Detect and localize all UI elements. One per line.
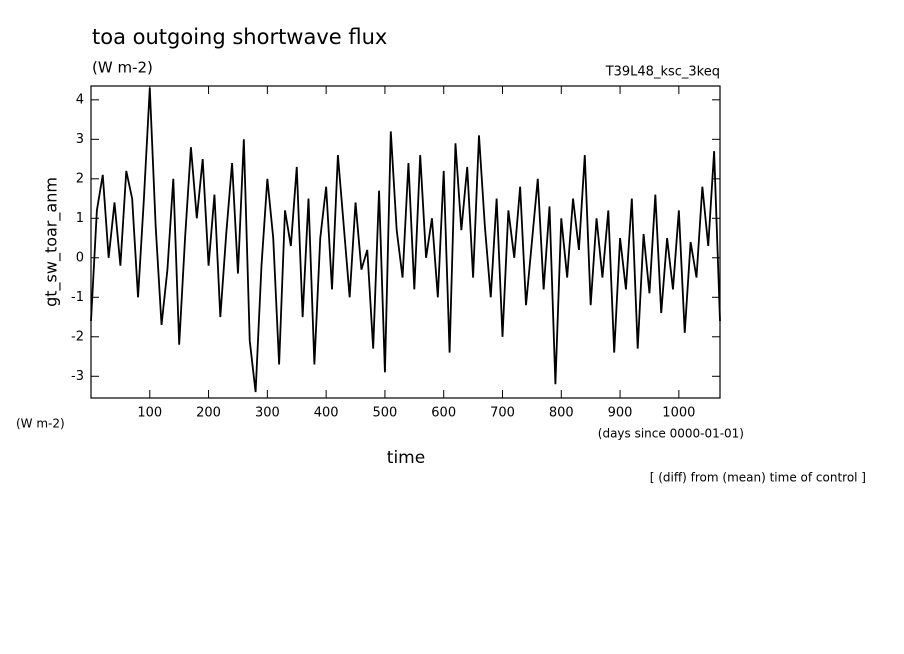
x-tick-label: 800	[549, 406, 574, 421]
x-tick-label: 100	[137, 406, 162, 421]
data-line	[90, 87, 721, 393]
x-tick-label: 300	[255, 406, 280, 421]
x-tick-label: 600	[431, 406, 456, 421]
x-tick-label: 700	[490, 406, 515, 421]
y-axis-label: gt_sw_toar_anm	[42, 177, 62, 307]
subtitle: (W m-2)	[92, 59, 153, 77]
x-tick-label: 1000	[662, 406, 695, 421]
y-tick-label: 4	[76, 92, 84, 107]
plot-frame	[90, 85, 721, 399]
y-tick-label: 3	[76, 132, 84, 147]
x-tick-label: 900	[608, 406, 633, 421]
y-tick-label: 1	[76, 211, 84, 226]
y-tick-label: -1	[71, 290, 84, 305]
run-label: T39L48_ksc_3keq	[605, 65, 720, 80]
chart-title: toa outgoing shortwave flux	[92, 25, 387, 49]
x-tick-label: 200	[196, 406, 221, 421]
y-tick-label: -3	[71, 369, 84, 384]
x-axis-label: time	[387, 448, 425, 468]
x-tick-label: 400	[314, 406, 339, 421]
x-units: (days since 0000-01-01)	[598, 427, 744, 441]
y-tick-label: 2	[76, 171, 84, 186]
y-units: (W m-2)	[16, 417, 65, 431]
x-tick-label: 500	[373, 406, 398, 421]
y-tick-label: -2	[71, 329, 84, 344]
y-tick-label: 0	[76, 250, 84, 265]
note: [ (diff) from (mean) time of control ]	[650, 471, 866, 485]
